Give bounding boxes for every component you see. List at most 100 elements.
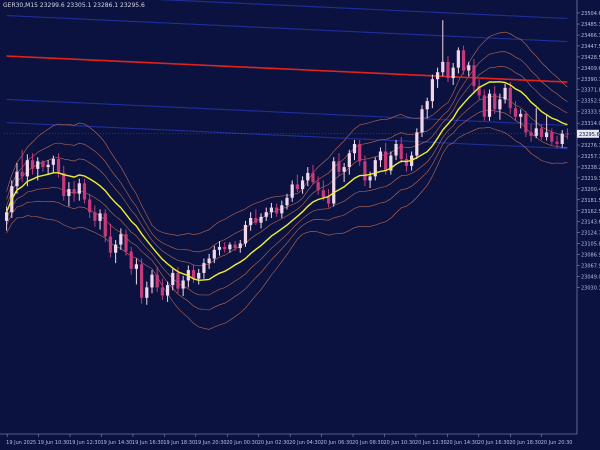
y-tick-label: 23049.0 [581, 274, 600, 280]
moving-average-yellow-layer [5, 81, 568, 282]
candle-body [160, 287, 164, 296]
candle-body [326, 197, 331, 204]
y-tick-label: 23428.5 [581, 55, 600, 61]
candle-body [539, 128, 544, 138]
band-blue-line [158, 0, 568, 20]
candle-body [165, 285, 170, 296]
candle-body [467, 65, 471, 71]
candle-body [4, 212, 9, 221]
candle-body [565, 133, 570, 135]
candle-body [482, 95, 486, 117]
candle-body [264, 212, 268, 217]
candle-body [129, 251, 133, 269]
candle-body [503, 87, 507, 100]
candle-body [233, 244, 237, 249]
candle-body [62, 172, 66, 197]
x-tick-label: 20 Jun 14:30 [446, 440, 478, 446]
candles-layer [4, 20, 570, 305]
candle-body [145, 287, 149, 298]
candle-body [446, 61, 450, 79]
candle-body [384, 151, 388, 171]
candle-body [378, 151, 383, 161]
y-tick-label: 23390.7 [581, 77, 600, 83]
moving-average-yellow [5, 81, 568, 282]
y-tick-label: 23257.1 [581, 154, 600, 160]
band-blue-line [6, 15, 568, 43]
current-price-box [577, 129, 599, 138]
candle-body [228, 244, 232, 250]
candle-body [342, 167, 346, 172]
candle-body [477, 86, 481, 96]
candle-body [56, 159, 61, 173]
candle-body [134, 264, 139, 269]
candle-body [82, 183, 87, 200]
x-tick-label: 20 Jun 18:30 [509, 440, 541, 446]
candle-body [259, 216, 263, 223]
time-axis: 19 Jun 2025 19 Jun 10:30 19 Jun 12:30 19 Ju… [6, 434, 572, 446]
candle-body [493, 93, 497, 110]
candle-body [306, 172, 310, 181]
candle-body [337, 161, 341, 172]
x-tick-label: 20 Jun 10:30 [383, 440, 415, 446]
x-tick-label: 19 Jun 14:30 [100, 440, 132, 446]
candle-body [176, 272, 180, 289]
candle-body [529, 132, 533, 136]
y-tick-label: 23485.3 [581, 22, 600, 28]
band-blue-line [6, 98, 568, 127]
x-tick-label: 20 Jun 20:30 [541, 440, 573, 446]
x-tick-label: 20 Jun 02:30 [258, 440, 290, 446]
y-tick-label: 23466.3 [581, 33, 600, 39]
x-tick-label: 20 Jun 08:30 [352, 440, 384, 446]
candle-body [124, 234, 128, 252]
current-price-label: 23295.6 [579, 132, 600, 138]
y-tick-label: 23143.6 [581, 220, 600, 226]
candle-body [461, 50, 466, 71]
candle-body [88, 199, 92, 213]
x-tick-label: 19 Jun 20:30 [195, 440, 227, 446]
y-tick-label: 23409.6 [581, 66, 600, 72]
candle-body [212, 249, 216, 259]
x-tick-label: 19 Jun 18:30 [163, 440, 195, 446]
candle-body [472, 65, 476, 87]
candle-body [119, 234, 123, 245]
candle-body [15, 171, 19, 187]
bands-layer [6, 0, 568, 330]
candle-body [249, 218, 253, 225]
candle-body [290, 184, 294, 198]
candle-body [285, 197, 289, 206]
candle-body [171, 272, 175, 286]
candle-body [487, 93, 492, 117]
y-tick-label: 23086.9 [581, 252, 600, 258]
candle-body [420, 109, 424, 133]
band-copper-line [6, 95, 568, 296]
y-tick-label: 23238.2 [581, 165, 600, 171]
y-tick-label: 23371.8 [581, 88, 600, 94]
candle-body [389, 155, 393, 171]
candle-body [321, 190, 325, 198]
candle-body [508, 87, 512, 109]
candle-body [560, 133, 564, 144]
candle-body [140, 264, 144, 298]
candle-body [243, 224, 248, 244]
candle-body [534, 128, 538, 136]
y-tick-label: 23504.6 [581, 11, 600, 17]
y-tick-label: 23181.5 [581, 198, 600, 204]
candle-body [358, 143, 362, 162]
candle-body [25, 160, 29, 177]
candle-body [20, 171, 24, 177]
y-tick-label: 23200.4 [581, 187, 600, 193]
candle-body [456, 50, 460, 68]
candle-body [77, 183, 81, 194]
candle-body [441, 61, 445, 73]
x-tick-label: 20 Jun 12:30 [415, 440, 447, 446]
y-tick-label: 23352.9 [581, 99, 600, 105]
candle-body [415, 132, 419, 156]
x-tick-label: 19 Jun 12:30 [69, 440, 101, 446]
candle-body [555, 141, 559, 144]
candle-body [368, 176, 372, 181]
candle-body [67, 189, 71, 197]
x-tick-label: 20 Jun 00:30 [226, 440, 258, 446]
candle-body [363, 161, 367, 181]
candle-body [451, 67, 455, 79]
